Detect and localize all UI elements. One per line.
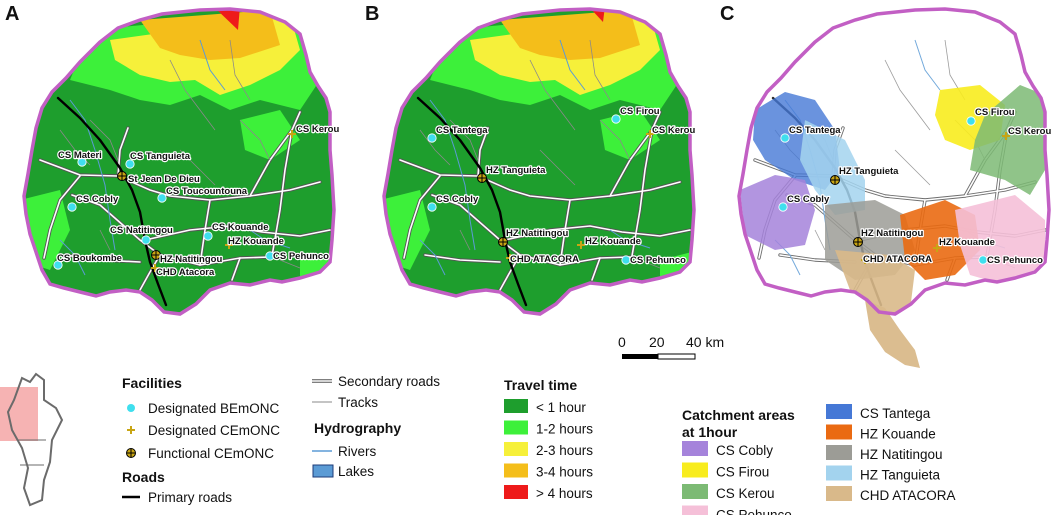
- legend-cemonc: Designated CEmONC: [148, 423, 280, 438]
- legend-hydro-title: Hydrography: [314, 420, 401, 436]
- label-c-cs-pehunco: CS Pehunco: [987, 255, 1043, 266]
- catchment-cs-kerou: [970, 85, 1045, 195]
- label-b-hz-tanguieta: HZ Tanguieta: [486, 165, 546, 176]
- catchment-hz-tanguieta: [800, 120, 865, 215]
- legend-functional-cemonc: Functional CEmONC: [148, 446, 274, 461]
- legend-catch-right-2-label: HZ Natitingou: [860, 447, 943, 462]
- label-a-cs-boukombe: CS Boukombe: [57, 253, 122, 264]
- legend-facilities-title: Facilities: [122, 375, 182, 391]
- catchment-cs-pehunco: [955, 195, 1045, 285]
- legend-facilities: Facilities Designated BEmONC Designated …: [122, 375, 280, 505]
- label-c-chd-atacora: CHD ATACORA: [863, 254, 932, 265]
- label-a-hz-natitingou: HZ Natitingou: [160, 254, 222, 265]
- label-a-hz-kouande: HZ Kouande: [228, 236, 284, 247]
- scale-mid: 20: [649, 334, 665, 350]
- legend-catch-right-3-swatch: [826, 465, 852, 481]
- panel-a-letter: A: [5, 3, 20, 25]
- label-c-cs-tantega: CS Tantega: [789, 125, 841, 136]
- label-c-hz-tanguieta: HZ Tanguieta: [839, 166, 899, 177]
- legend-travel-3-label: 3-4 hours: [536, 465, 593, 480]
- label-b-cs-firou: CS Firou: [620, 106, 660, 117]
- label-a-cs-cobly: CS Cobly: [76, 194, 119, 205]
- panel-b-letter: B: [365, 3, 380, 25]
- legend-rivers: Rivers: [338, 444, 377, 459]
- label-c-hz-natitingou: HZ Natitingou: [861, 228, 923, 239]
- scale-end: 40 km: [686, 334, 724, 350]
- panel-c-map: CS Tantega CS Firou CS Kerou HZ Tanguiet…: [737, 7, 1053, 368]
- label-b-cs-tantega: CS Tantega: [436, 125, 488, 136]
- label-c-cs-firou: CS Firou: [975, 107, 1015, 118]
- label-b-cs-kerou: CS Kerou: [652, 125, 695, 136]
- locator-inset: [0, 372, 64, 507]
- label-c-cs-kerou: CS Kerou: [1008, 126, 1051, 137]
- panel-a-facilities: [53, 130, 296, 272]
- scale-zero: 0: [618, 334, 626, 350]
- label-a-cs-kerou: CS Kerou: [296, 124, 339, 135]
- catchment-chd-atacora-tail: [865, 300, 920, 368]
- label-a-chd-atacora: CHD Atacora: [156, 267, 215, 278]
- legend-tracks: Tracks: [338, 395, 378, 410]
- legend-catch-left-2-swatch: [682, 484, 708, 499]
- label-a-cs-pehunco: CS Pehunco: [273, 251, 329, 262]
- legend-catch-right-3-label: HZ Tanguieta: [860, 468, 941, 483]
- label-a-cs-kouande: CS Kouande: [212, 222, 268, 233]
- legend-travel-0-label: < 1 hour: [536, 400, 586, 415]
- legend-catch-left-3-label: CS Pehunco: [716, 508, 792, 515]
- legend-catch-right-1-swatch: [826, 424, 852, 440]
- legend-catch-right-0-label: CS Tantega: [860, 406, 931, 421]
- scale-bar: 0 20 40 km: [618, 334, 724, 360]
- legend-travel-4-swatch: [504, 485, 528, 499]
- legend-catch-title-2: at 1hour: [682, 424, 738, 440]
- label-c-cs-cobly: CS Cobly: [787, 194, 830, 205]
- legend-travel-2-label: 2-3 hours: [536, 443, 593, 458]
- legend-catch-right-2-swatch: [826, 445, 852, 460]
- label-c-hz-kouande: HZ Kouande: [939, 237, 995, 248]
- legend-roads-hydro: Secondary roads Tracks Hydrography River…: [312, 374, 440, 479]
- legend-catch-left-0-label: CS Cobly: [716, 443, 773, 458]
- legend-secondary-roads: Secondary roads: [338, 374, 440, 389]
- label-a-st-jean: St Jean De Dieu: [128, 174, 200, 185]
- label-a-cs-natitingou: CS Natitingou: [110, 225, 173, 236]
- label-b-cs-pehunco: CS Pehunco: [630, 255, 686, 266]
- legend-catch-title-1: Catchment areas: [682, 407, 795, 423]
- label-b-hz-natitingou: HZ Natitingou: [506, 228, 568, 239]
- legend-catch-right-0-swatch: [826, 404, 852, 419]
- legend-catchments: Catchment areas at 1hour CS Cobly CS Firo…: [682, 404, 956, 515]
- label-b-cs-cobly: CS Cobly: [436, 194, 479, 205]
- legend-catch-right-1-label: HZ Kouande: [860, 427, 936, 442]
- label-a-cs-materi: CS Materi: [58, 150, 102, 161]
- legend-catch-left-1-label: CS Firou: [716, 465, 769, 480]
- panel-c-letter: C: [720, 3, 735, 25]
- label-a-cs-toucountouna: CS Toucountouna: [166, 186, 248, 197]
- catchment-chd-atacora: [835, 250, 915, 314]
- legend-catch-left-0-swatch: [682, 441, 708, 456]
- panel-b-facilities: [427, 114, 654, 265]
- legend-lakes: Lakes: [338, 464, 374, 479]
- label-b-chd-atacora: CHD ATACORA: [510, 254, 579, 265]
- legend-travel-2-swatch: [504, 442, 528, 456]
- legend-bemonc: Designated BEmONC: [148, 401, 280, 416]
- legend-travel-1-swatch: [504, 420, 528, 435]
- legend-travel-4-label: > 4 hours: [536, 486, 593, 501]
- legend-catch-right-4-swatch: [826, 486, 852, 501]
- legend-catch-right-4-label: CHD ATACORA: [860, 488, 956, 503]
- legend-travel-title: Travel time: [504, 377, 577, 393]
- catchment-cs-cobly: [740, 175, 815, 250]
- label-b-hz-kouande: HZ Kouande: [585, 236, 641, 247]
- legend-catch-left-3-swatch: [682, 505, 708, 515]
- legend-catch-left-2-label: CS Kerou: [716, 486, 775, 501]
- legend-catch-left-1-swatch: [682, 462, 708, 478]
- legend-roads-title: Roads: [122, 469, 165, 485]
- label-a-cs-tanguieta: CS Tanguieta: [130, 151, 191, 162]
- legend-primary-roads: Primary roads: [148, 490, 232, 505]
- legend-travel-1-label: 1-2 hours: [536, 422, 593, 437]
- legend-travel-3-swatch: [504, 463, 528, 478]
- panel-b-map: CS Tantega CS Firou CS Kerou HZ Tanguiet…: [382, 7, 697, 316]
- legend-travel-time: Travel time < 1 hour 1-2 hours 2-3 hours 3-…: [504, 377, 593, 501]
- panel-c-facilities: [778, 116, 1010, 265]
- legend-travel-0-swatch: [504, 399, 528, 413]
- panel-a-map: CS Materi CS Tanguieta St Jean De Dieu C…: [22, 7, 341, 316]
